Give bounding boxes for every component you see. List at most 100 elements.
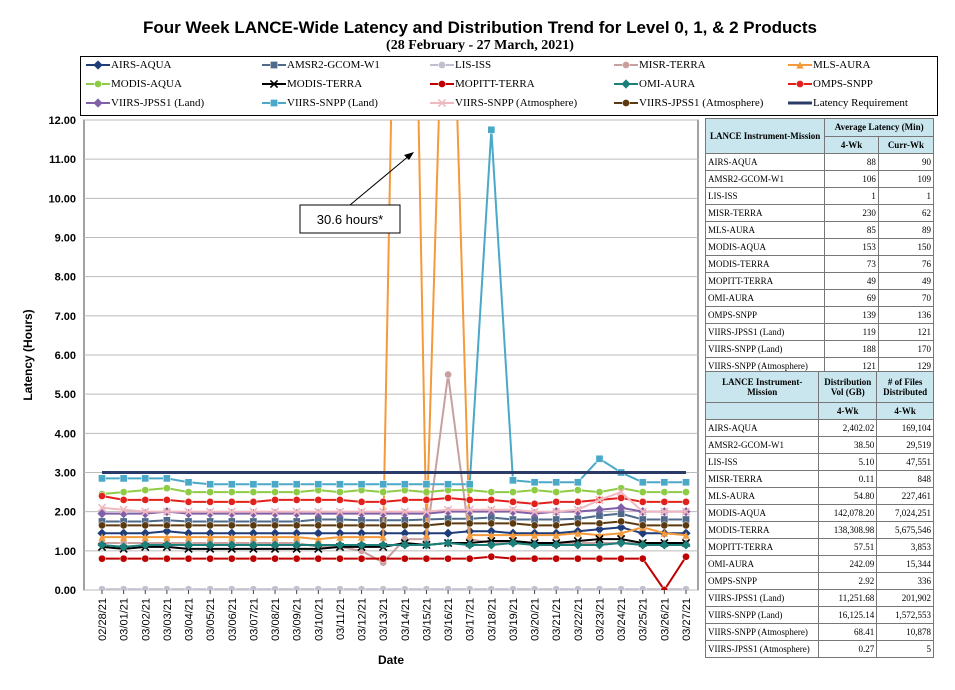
chart-title: Four Week LANCE-Wide Latency and Distrib… [143,18,817,37]
data-point [336,496,344,504]
data-point [271,488,279,496]
legend-label: MODIS-AQUA [111,78,182,90]
data-point [163,521,171,530]
data-point [357,554,366,563]
table-row: MISR-TERRA 0.11 848 [704,470,934,488]
data-point [98,521,106,530]
data-point [119,474,128,483]
table-cell: MISR-TERRA [704,204,826,222]
data-point [465,540,475,550]
table-cell: 5,675,546 [876,521,934,539]
table-cell: LIS-ISS [704,187,826,205]
series-omi-aura [97,538,691,552]
x-tick-label: 03/15/21 [421,598,433,641]
data-point [184,507,193,516]
data-point [141,474,150,483]
x-tick-label: 03/26/21 [659,598,671,641]
legend-entry: VIIRS-SNPP (Land) [261,97,378,109]
y-tick-label: 1.00 [55,546,76,558]
data-point [141,585,150,590]
y-tick-label: 0.00 [55,585,76,597]
data-point [206,554,214,563]
data-point [206,498,214,506]
data-point [616,522,626,532]
data-point [529,509,540,519]
legend-entry: LIS-ISS [429,59,491,71]
table-cell: 47,551 [876,453,934,471]
data-point [119,554,128,563]
table-cell: 7,024,251 [876,504,934,522]
data-point [97,540,107,550]
data-point [659,540,669,550]
table-cell: LANCE Instrument-Mission [704,118,826,154]
legend-label: LIS-ISS [455,59,492,71]
legend-label: OMPS-SNPP [813,78,873,90]
distribution-table: LANCE Instrument-Mission Distribution Vol… [704,371,934,658]
legend-label: MISR-TERRA [639,59,706,71]
legend-label: OMI-AURA [639,78,696,90]
table-cell: 336 [876,572,934,590]
table-row: MOPITT-TERRA 57.51 3,853 [704,538,934,556]
legend-entry: MLS-AURA [787,59,870,71]
table-cell: 54.80 [818,487,878,505]
data-point [184,488,193,496]
series-line [101,490,686,513]
table-cell: 2.92 [818,572,878,590]
data-point [530,531,539,539]
data-point [249,488,258,496]
data-point [271,496,279,504]
legend-entry: MOPITT-TERRA [429,78,535,90]
table-cell: 57.51 [818,538,878,556]
table-cell: 38.50 [818,436,878,454]
table-cell: 68.41 [818,623,878,641]
data-point [638,498,647,506]
table-cell: VIIRS-JPSS1 (Atmosphere) [704,640,820,658]
table-cell: MOPITT-TERRA [704,272,826,290]
table-cell: Distribution Vol (GB) [818,371,878,403]
data-point [335,528,345,538]
data-point [141,496,150,504]
data-point [357,507,366,516]
table-cell: 4-Wk [876,402,934,420]
data-point [162,526,172,536]
table-cell: MODIS-TERRA [704,521,820,539]
table-cell: 73 [824,255,879,273]
data-point [487,585,496,590]
y-tick-label: 9.00 [55,233,76,245]
data-point [400,554,409,563]
x-tick-label: 03/02/21 [140,598,152,641]
data-point [400,521,409,530]
x-tick-label: 03/25/21 [638,598,650,641]
x-tick-label: 03/17/21 [465,598,477,641]
table-cell: MODIS-AQUA [704,504,820,522]
table-header-row: LANCE Instrument-Mission Distribution Vol… [704,371,934,403]
legend-label: VIIRS-SNPP (Land) [287,97,378,109]
data-point [227,540,237,550]
data-point [119,488,128,496]
data-point [466,531,474,539]
data-point [98,554,106,563]
legend-swatch [86,60,110,71]
data-point [379,488,388,496]
data-point [119,505,128,514]
data-point [508,505,518,514]
data-point [271,480,279,489]
data-point [162,540,172,550]
data-point [422,585,431,590]
data-point [622,61,630,70]
table-cell: 5.10 [818,453,878,471]
annotation-arrow [349,154,411,206]
data-point [573,540,583,550]
data-point [621,79,631,90]
data-point [660,507,669,516]
data-point [443,507,453,517]
data-point [141,486,150,494]
table-cell: LANCE Instrument-Mission [704,371,820,403]
x-tick-label: 03/18/21 [486,598,498,641]
table-header-row: LANCE Instrument-Mission Average Latency … [704,118,934,154]
data-point [140,540,150,550]
table-cell: 3,853 [876,538,934,556]
data-point [292,521,301,530]
data-point [336,488,344,496]
